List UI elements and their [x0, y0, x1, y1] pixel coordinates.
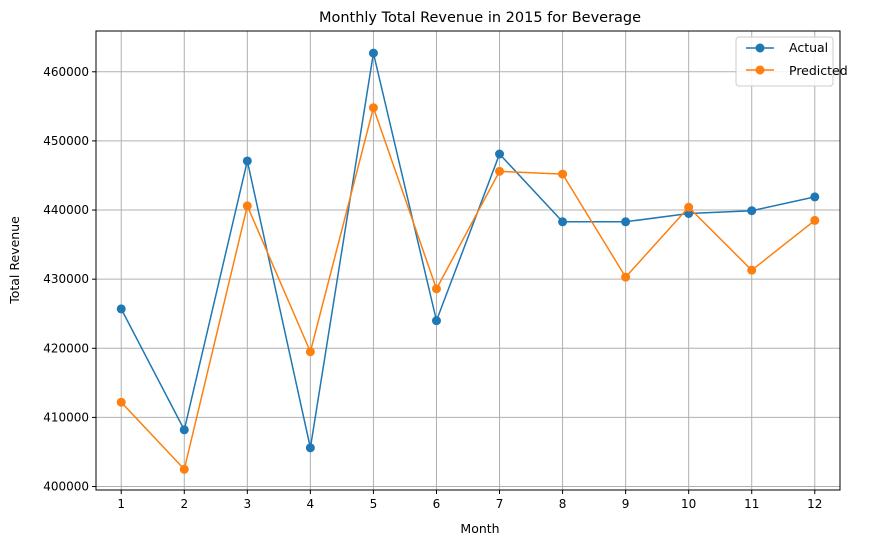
data-point-actual: [621, 217, 631, 227]
x-tick-label: 5: [370, 497, 378, 511]
data-point-predicted: [747, 265, 757, 275]
legend-marker-predicted: [755, 65, 765, 75]
data-point-predicted: [179, 464, 189, 474]
y-tick-label: 430000: [43, 272, 89, 286]
y-axis: 400000 410000 420000 430000 440000 450000 4600…: [43, 65, 96, 494]
data-point-predicted: [305, 347, 315, 357]
x-tick-label: 12: [807, 497, 822, 511]
y-tick-label: 440000: [43, 203, 89, 217]
legend-label-predicted: Predicted: [789, 63, 848, 78]
x-tick-label: 6: [433, 497, 441, 511]
x-tick-label: 2: [180, 497, 188, 511]
data-point-predicted: [684, 202, 694, 212]
data-point-actual: [116, 304, 126, 314]
y-axis-label: Total Revenue: [7, 216, 22, 305]
series-line-actual: [120, 52, 815, 449]
x-tick-label: 3: [244, 497, 252, 511]
chart-title: Monthly Total Revenue in 2015 for Bevera…: [319, 10, 641, 26]
series-layer: [116, 48, 820, 474]
legend: Actual Predicted: [735, 36, 848, 87]
data-point-predicted: [431, 284, 441, 294]
data-point-predicted: [116, 397, 126, 407]
x-tick-label: 11: [744, 497, 759, 511]
data-point-predicted: [621, 272, 631, 282]
data-point-actual: [431, 316, 441, 326]
y-tick-label: 460000: [43, 65, 89, 79]
legend-label-actual: Actual: [789, 40, 828, 55]
data-point-predicted: [810, 215, 820, 225]
data-point-actual: [558, 217, 568, 227]
x-tick-label: 1: [117, 497, 125, 511]
data-point-actual: [810, 192, 820, 202]
data-point-actual: [242, 156, 252, 166]
data-point-predicted: [368, 103, 378, 113]
data-point-actual: [179, 425, 189, 435]
data-point-actual: [684, 208, 694, 218]
data-point-actual: [305, 443, 315, 453]
data-point-predicted: [242, 201, 252, 211]
x-tick-label: 4: [307, 497, 315, 511]
grid: [96, 31, 840, 490]
legend-marker-actual: [755, 43, 765, 53]
data-point-actual: [368, 48, 378, 58]
y-tick-label: 420000: [43, 341, 89, 355]
x-tick-label: 9: [622, 497, 630, 511]
data-point-predicted: [558, 169, 568, 179]
x-tick-label: 8: [559, 497, 567, 511]
plot-frame: [95, 30, 841, 491]
y-tick-label: 410000: [43, 410, 89, 424]
data-point-actual: [495, 149, 505, 159]
x-axis-label: Month: [460, 521, 499, 536]
x-axis: 1 2 3 4 5 6 7 8 9 10 11 12: [117, 490, 822, 511]
series-line-predicted: [120, 106, 816, 471]
data-point-actual: [747, 206, 757, 216]
y-tick-label: 400000: [43, 480, 89, 494]
x-tick-label: 10: [681, 497, 696, 511]
x-tick-label: 7: [496, 497, 504, 511]
data-point-predicted: [495, 166, 505, 176]
y-tick-label: 450000: [43, 134, 89, 148]
